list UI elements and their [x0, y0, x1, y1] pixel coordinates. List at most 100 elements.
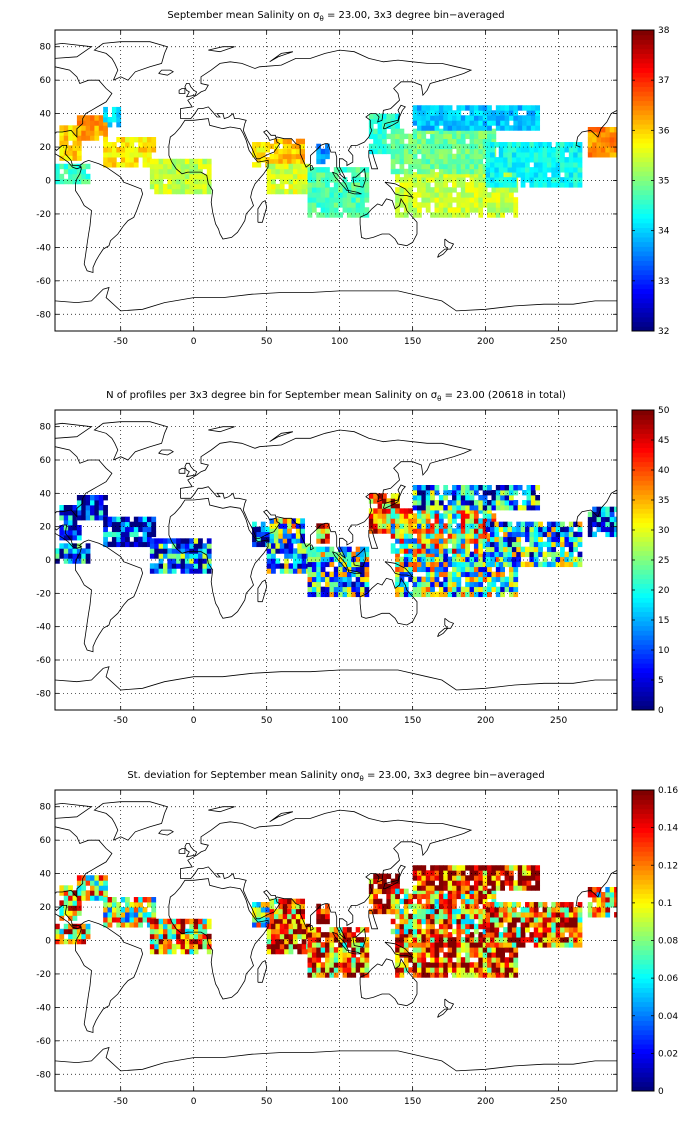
heatmap-cell — [329, 591, 335, 598]
heatmap-cell — [513, 591, 519, 598]
heatmap-cell — [573, 536, 578, 543]
heatmap-cell — [482, 518, 488, 524]
heatmap-cell — [473, 972, 479, 978]
heatmap-cell — [282, 918, 288, 925]
heatmap-cell — [425, 556, 431, 563]
heatmap-cell — [504, 957, 510, 963]
heatmap-cell — [434, 942, 440, 948]
heatmap-cell — [333, 167, 339, 173]
heatmap-cell — [522, 885, 527, 891]
heatmap-cell — [460, 143, 466, 150]
heatmap-cell — [516, 147, 522, 153]
heatmap-cell — [434, 918, 440, 925]
heatmap-cell — [529, 172, 535, 178]
heatmap-cell — [125, 907, 130, 913]
heatmap-cell — [482, 576, 488, 583]
heatmap-cell — [55, 548, 60, 554]
heatmap-cell — [412, 490, 418, 496]
heatmap-cell — [338, 947, 343, 953]
heatmap-cell — [198, 168, 203, 175]
heatmap-cell — [158, 558, 164, 564]
heatmap-cell — [386, 123, 392, 130]
heatmap-cell — [447, 957, 453, 963]
heatmap-cell — [500, 202, 505, 208]
heatmap-cell — [167, 158, 173, 165]
heatmap-cell — [338, 571, 343, 578]
heatmap-cell — [390, 883, 396, 890]
heatmap-cell — [149, 178, 155, 185]
heatmap-cell — [149, 173, 155, 180]
heatmap-cell — [176, 928, 181, 935]
heatmap-cell — [434, 212, 440, 218]
heatmap-cell — [320, 908, 326, 915]
heatmap-cell — [342, 192, 348, 198]
heatmap-cell — [307, 172, 313, 178]
heatmap-cell — [320, 207, 326, 213]
heatmap-cell — [193, 178, 199, 185]
heatmap-cell — [399, 128, 405, 135]
heatmap-cell — [342, 927, 348, 933]
heatmap-cell — [447, 591, 453, 598]
heatmap-cell — [399, 548, 405, 554]
heatmap-cell — [564, 157, 570, 163]
heatmap-cell — [417, 918, 422, 925]
heatmap-cell — [98, 120, 104, 126]
heatmap-cell — [364, 952, 370, 958]
heatmap-cell — [530, 125, 536, 131]
heatmap-cell — [346, 576, 352, 583]
heatmap-cell — [478, 133, 484, 140]
heatmap-cell — [564, 536, 570, 543]
heatmap-cell — [478, 923, 484, 930]
heatmap-cell — [456, 115, 462, 121]
heatmap-cell — [425, 202, 431, 208]
heatmap-cell — [68, 553, 73, 559]
heatmap-cell — [452, 197, 457, 203]
heatmap-cell — [500, 967, 505, 973]
heatmap-cell — [478, 192, 484, 198]
heatmap-cell — [72, 125, 78, 131]
heatmap-cell — [189, 158, 195, 165]
heatmap-cell — [538, 551, 543, 558]
heatmap-cell — [316, 167, 322, 173]
heatmap-cell — [487, 880, 492, 886]
heatmap-cell — [120, 531, 126, 538]
heatmap-cell — [395, 498, 400, 504]
heatmap-cell — [342, 932, 348, 938]
heatmap-cell — [491, 875, 497, 881]
heatmap-cell — [478, 158, 484, 165]
heatmap-cell — [116, 521, 122, 528]
heatmap-cell — [408, 942, 414, 948]
heatmap-cell — [103, 917, 108, 923]
heatmap-cell — [417, 885, 422, 891]
heatmap-cell — [430, 508, 435, 514]
heatmap-cell — [482, 538, 488, 544]
heatmap-cell — [325, 212, 330, 218]
heatmap-cell — [452, 913, 457, 920]
heatmap-cell — [252, 922, 257, 928]
heatmap-cell — [568, 142, 574, 148]
heatmap-cell — [538, 142, 543, 148]
heatmap-cell — [417, 508, 422, 514]
heatmap-cell — [438, 870, 444, 876]
heatmap-cell — [487, 576, 492, 583]
heatmap-cell — [368, 123, 374, 130]
heatmap-cell — [399, 192, 405, 198]
heatmap-cell — [498, 177, 504, 183]
heatmap-cell — [311, 927, 317, 933]
heatmap-cell — [530, 885, 536, 891]
heatmap-cell — [63, 928, 69, 935]
heatmap-cell — [504, 105, 510, 111]
heatmap-cell — [158, 183, 164, 190]
heatmap-cell — [364, 556, 370, 563]
heatmap-cell — [287, 148, 292, 155]
heatmap-cell — [551, 546, 557, 553]
heatmap-cell — [307, 937, 313, 943]
heatmap-cell — [63, 543, 69, 549]
heatmap-cell — [198, 163, 203, 170]
heatmap-cell — [85, 895, 91, 901]
heatmap-cell — [500, 581, 505, 588]
heatmap-cell — [417, 923, 422, 930]
heatmap-cell — [76, 928, 82, 935]
heatmap-cell — [316, 546, 322, 553]
heatmap-cell — [333, 927, 339, 933]
